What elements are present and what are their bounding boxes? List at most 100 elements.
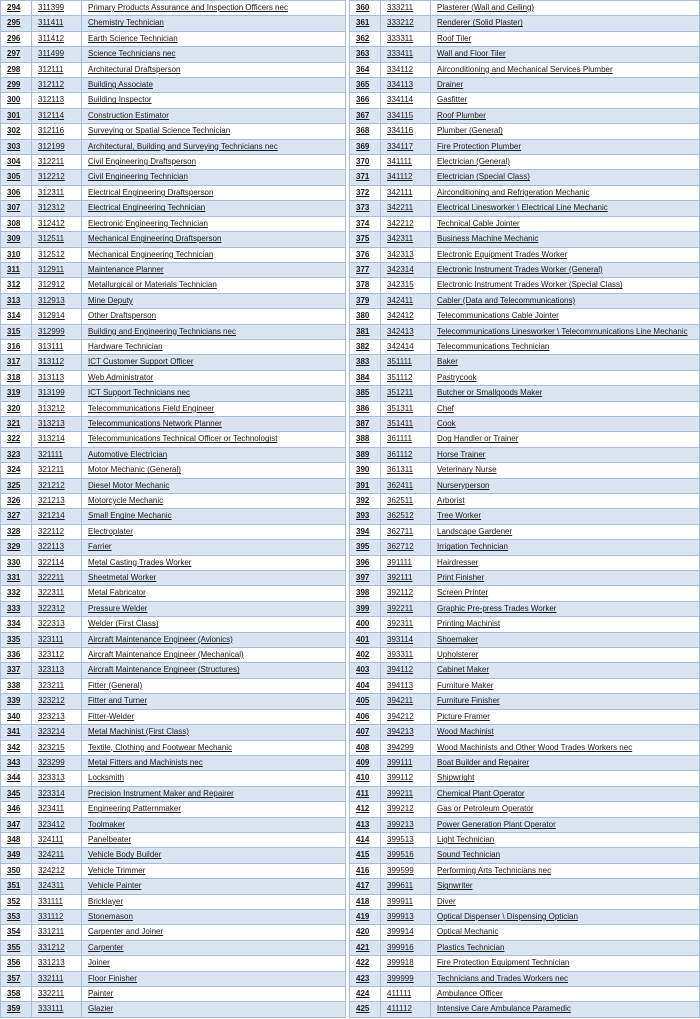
row-number-link[interactable]: 390	[356, 465, 370, 475]
row-number-link[interactable]: 299	[7, 80, 21, 90]
code-link[interactable]: 312212	[38, 172, 65, 182]
row-number-link[interactable]: 308	[7, 218, 21, 228]
code-link[interactable]: 399212	[387, 804, 414, 814]
code-link[interactable]: 351311	[387, 403, 414, 413]
occupation-link[interactable]: Welder (First Class)	[88, 619, 159, 629]
row-number-link[interactable]: 410	[356, 773, 370, 783]
row-number-link[interactable]: 333	[7, 603, 21, 613]
occupation-link[interactable]: Telecommunications Technician	[437, 341, 550, 351]
occupation-link[interactable]: Butcher or Smallgoods Maker	[437, 388, 543, 398]
occupation-link[interactable]: Electronic Instrument Trades Worker (Spe…	[437, 280, 623, 290]
occupation-link[interactable]: Diver	[437, 896, 456, 906]
code-link[interactable]: 323211	[38, 680, 65, 690]
occupation-link[interactable]: Horse Trainer	[437, 449, 486, 459]
code-link[interactable]: 313111	[38, 341, 64, 351]
code-link[interactable]: 399111	[387, 757, 413, 767]
row-number-link[interactable]: 388	[356, 434, 370, 444]
code-link[interactable]: 333212	[387, 18, 414, 28]
code-link[interactable]: 333411	[387, 49, 414, 59]
code-link[interactable]: 362712	[387, 542, 414, 552]
occupation-link[interactable]: ICT Customer Support Officer	[88, 357, 194, 367]
row-number-link[interactable]: 350	[7, 865, 21, 875]
occupation-link[interactable]: Sound Technician	[437, 850, 501, 860]
occupation-link[interactable]: Civil Engineering Technician	[88, 172, 188, 182]
code-link[interactable]: 394112	[387, 665, 414, 675]
occupation-link[interactable]: Veterinary Nurse	[437, 465, 497, 475]
row-number-link[interactable]: 337	[7, 665, 21, 675]
row-number-link[interactable]: 294	[7, 3, 21, 12]
row-number-link[interactable]: 362	[356, 33, 370, 43]
occupation-link[interactable]: Fitter (General)	[88, 680, 143, 690]
code-link[interactable]: 393114	[387, 634, 414, 644]
code-link[interactable]: 323214	[38, 727, 65, 737]
code-link[interactable]: 323299	[38, 757, 65, 767]
code-link[interactable]: 361111	[387, 434, 412, 444]
row-number-link[interactable]: 419	[356, 911, 370, 921]
row-number-link[interactable]: 306	[7, 187, 21, 197]
row-number-link[interactable]: 307	[7, 203, 21, 213]
occupation-link[interactable]: Wood Machinists and Other Wood Trades Wo…	[437, 742, 633, 752]
occupation-link[interactable]: Web Administrator	[88, 372, 154, 382]
code-link[interactable]: 332211	[38, 989, 65, 998]
occupation-link[interactable]: Chef	[437, 403, 454, 413]
code-link[interactable]: 399112	[387, 773, 414, 783]
code-link[interactable]: 391111	[387, 557, 412, 567]
code-link[interactable]: 331212	[38, 942, 65, 952]
row-number-link[interactable]: 360	[356, 3, 370, 12]
row-number-link[interactable]: 375	[356, 234, 370, 244]
occupation-link[interactable]: Construction Estimator	[88, 110, 169, 120]
code-link[interactable]: 333311	[387, 33, 414, 43]
code-link[interactable]: 399918	[387, 958, 414, 968]
row-number-link[interactable]: 351	[7, 881, 21, 891]
row-number-link[interactable]: 359	[7, 1004, 21, 1014]
row-number-link[interactable]: 371	[356, 172, 370, 182]
row-number-link[interactable]: 384	[356, 372, 370, 382]
code-link[interactable]: 334114	[387, 95, 414, 105]
occupation-link[interactable]: Printing Machinist	[437, 619, 501, 629]
code-link[interactable]: 323313	[38, 773, 65, 783]
row-number-link[interactable]: 295	[7, 18, 21, 28]
occupation-link[interactable]: Toolmaker	[88, 819, 125, 829]
row-number-link[interactable]: 401	[356, 634, 370, 644]
occupation-link[interactable]: Business Machine Mechanic	[437, 234, 539, 244]
row-number-link[interactable]: 331	[7, 573, 21, 583]
occupation-link[interactable]: Telecommunications Network Planner	[88, 418, 222, 428]
row-number-link[interactable]: 399	[356, 603, 370, 613]
code-link[interactable]: 351211	[387, 388, 414, 398]
occupation-link[interactable]: Chemical Plant Operator	[437, 788, 525, 798]
code-link[interactable]: 324111	[38, 834, 64, 844]
row-number-link[interactable]: 322	[7, 434, 21, 444]
code-link[interactable]: 311399	[38, 3, 65, 12]
occupation-link[interactable]: Graphic Pre-press Trades Worker	[437, 603, 557, 613]
row-number-link[interactable]: 374	[356, 218, 370, 228]
code-link[interactable]: 321213	[38, 496, 65, 505]
occupation-link[interactable]: Electrical Engineering Technician	[88, 203, 206, 213]
occupation-link[interactable]: Nurseryperson	[437, 480, 490, 490]
code-link[interactable]: 392111	[387, 573, 413, 583]
code-link[interactable]: 341111	[387, 157, 412, 167]
row-number-link[interactable]: 297	[7, 49, 21, 59]
occupation-link[interactable]: Building and Engineering Technicians nec	[88, 326, 236, 336]
occupation-link[interactable]: Mechanical Engineering Draftsperson	[88, 234, 222, 244]
occupation-link[interactable]: Optical Dispenser \ Dispensing Optician	[437, 911, 578, 921]
row-number-link[interactable]: 394	[356, 526, 370, 536]
occupation-link[interactable]: Print Finisher	[437, 573, 485, 583]
code-link[interactable]: 341112	[387, 172, 413, 182]
code-link[interactable]: 342412	[387, 311, 414, 321]
code-link[interactable]: 312111	[38, 64, 64, 74]
row-number-link[interactable]: 373	[356, 203, 370, 213]
row-number-link[interactable]: 407	[356, 727, 370, 737]
occupation-link[interactable]: Technicians and Trades Workers nec	[437, 973, 569, 983]
occupation-link[interactable]: Metallurgical or Materials Technician	[88, 280, 217, 290]
code-link[interactable]: 351111	[387, 357, 412, 367]
occupation-link[interactable]: Wood Machinist	[437, 727, 494, 737]
code-link[interactable]: 323112	[38, 650, 65, 660]
row-number-link[interactable]: 363	[356, 49, 370, 59]
code-link[interactable]: 323314	[38, 788, 65, 798]
row-number-link[interactable]: 354	[7, 927, 21, 937]
occupation-link[interactable]: Cabler (Data and Telecommunications)	[437, 295, 576, 305]
row-number-link[interactable]: 369	[356, 141, 370, 151]
row-number-link[interactable]: 356	[7, 958, 21, 968]
code-link[interactable]: 322211	[38, 573, 65, 583]
occupation-link[interactable]: Farrier	[88, 542, 112, 552]
